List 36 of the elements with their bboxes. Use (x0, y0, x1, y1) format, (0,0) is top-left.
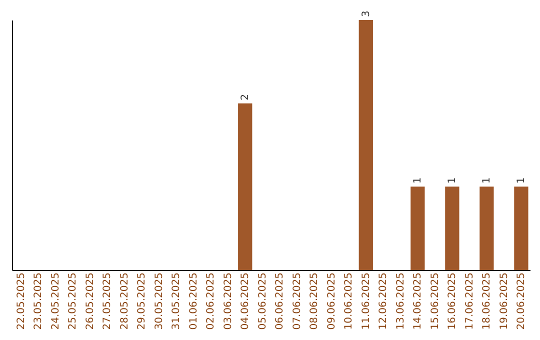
x-tick-label: 27.05.2025 (102, 272, 114, 330)
x-tick-label: 25.05.2025 (68, 272, 79, 330)
x-tick-label: 29.05.2025 (136, 272, 148, 330)
data-label: 1 (516, 177, 528, 184)
x-tick-label: 14.06.2025 (412, 272, 424, 330)
x-tick-label: 19.06.2025 (498, 272, 510, 330)
x-tick-label: 22.05.2025 (16, 272, 27, 330)
x-tick-label: 05.06.2025 (257, 272, 268, 330)
x-tick-label: 17.06.2025 (464, 272, 476, 330)
x-tick-label: 11.06.2025 (360, 272, 372, 330)
x-tick-label: 24.05.2025 (50, 272, 62, 330)
data-label: 2 (240, 94, 252, 100)
x-tick-label: 16.06.2025 (447, 272, 458, 330)
x-tick-label: 09.06.2025 (326, 272, 338, 330)
x-tick-label: 20.06.2025 (516, 272, 528, 330)
x-tick-label: 23.05.2025 (33, 272, 44, 330)
data-label: 1 (412, 177, 424, 184)
x-tick-label: 31.05.2025 (171, 272, 182, 330)
x-tick-label: 08.06.2025 (309, 272, 320, 330)
data-label: 3 (360, 10, 372, 17)
x-tick-label: 07.06.2025 (292, 272, 303, 330)
x-tick-label: 06.06.2025 (274, 272, 286, 330)
x-tick-label: 10.06.2025 (344, 272, 355, 330)
x-tick-label: 28.05.2025 (119, 272, 130, 330)
x-tick-label: 01.06.2025 (188, 272, 200, 330)
x-tick-label: 30.05.2025 (154, 272, 165, 330)
x-tick-label: 02.06.2025 (206, 272, 217, 330)
x-tick-label: 15.06.2025 (430, 272, 441, 330)
data-label: 1 (482, 177, 493, 184)
x-tick-label: 04.06.2025 (240, 272, 252, 330)
x-tick-label: 12.06.2025 (378, 272, 390, 330)
x-tick-label: 26.05.2025 (84, 272, 96, 330)
x-tick-label: 13.06.2025 (395, 272, 406, 330)
data-label: 1 (447, 177, 458, 184)
x-tick-label: 03.06.2025 (222, 272, 234, 330)
x-tick-label: 18.06.2025 (482, 272, 493, 330)
